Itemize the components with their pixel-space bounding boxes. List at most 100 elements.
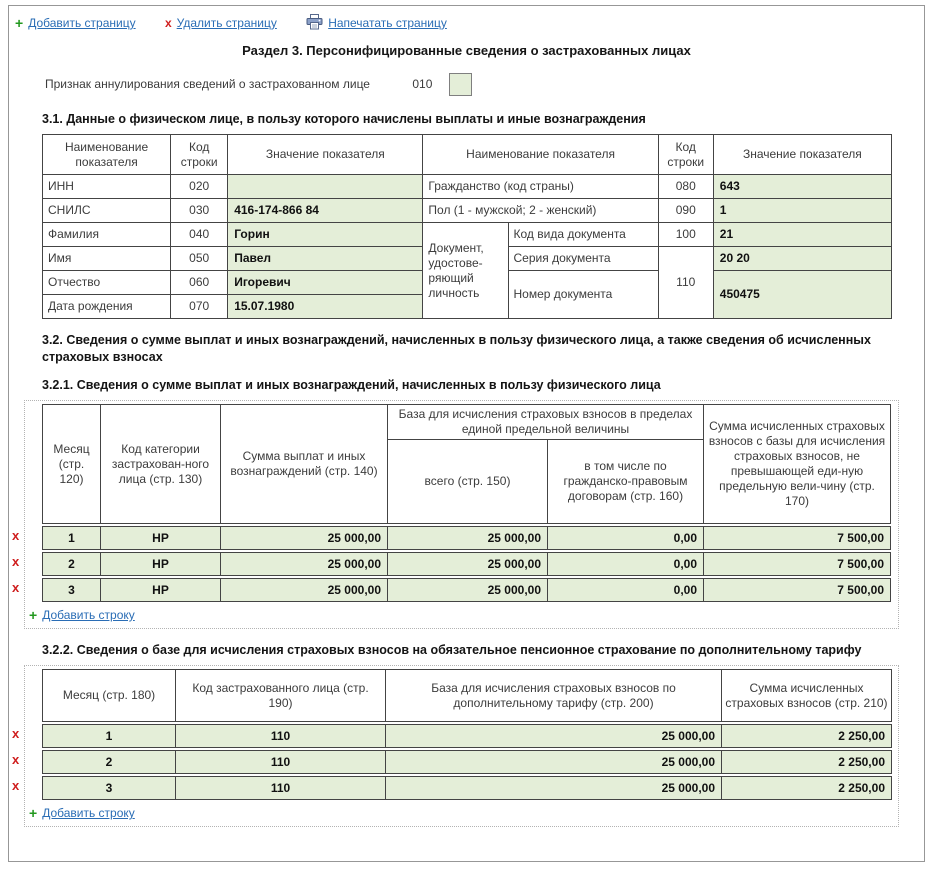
section-3-2-2-heading: 3.2.2. Сведения о базе для исчисления ст… <box>42 643 862 657</box>
col-base-group-header: База для исчисления страховых взносов в … <box>387 404 704 440</box>
doc-kind-code: 100 <box>657 222 714 248</box>
col-value-header: Значение показателя <box>227 134 424 176</box>
base-cell[interactable]: 25 000,00 <box>385 776 722 801</box>
doc-kind-value-field[interactable]: 21 <box>712 222 893 248</box>
add-row-link[interactable]: Добавить строку <box>42 608 135 622</box>
sum-cell[interactable]: 7 500,00 <box>703 526 891 550</box>
plus-icon: + <box>15 15 24 31</box>
base-total-cell[interactable]: 25 000,00 <box>387 552 548 576</box>
doc-kind-label: Код вида документа <box>507 222 659 248</box>
annulment-label: Признак аннулирования сведений о застрах… <box>45 76 370 91</box>
sum-cell[interactable]: 7 500,00 <box>703 552 891 576</box>
delete-row-icon[interactable]: x <box>12 580 20 595</box>
person-data-table: Наименование показателя Код строки Значе… <box>41 134 893 320</box>
add-page-button[interactable]: + Добавить страницу <box>15 15 136 31</box>
col-month-header: Месяц (стр. 180) <box>42 669 176 723</box>
delete-row-icon[interactable]: x <box>12 726 20 742</box>
section-3-1-heading: 3.1. Данные о физическом лице, в пользу … <box>42 112 646 126</box>
table-row: x 1 110 25 000,00 2 250,00 <box>12 724 892 749</box>
doc-series-value-field[interactable]: 20 20 <box>712 246 893 272</box>
col-month-header: Месяц (стр. 120) <box>42 404 101 524</box>
col-sum-header: Сумма исчисленных страховых взносов с ба… <box>703 404 891 524</box>
sum-cell[interactable]: 7 500,00 <box>703 578 891 602</box>
firstname-code: 050 <box>170 246 229 272</box>
delete-row-icon[interactable]: x <box>12 528 20 543</box>
x-icon: x <box>164 16 172 30</box>
table-row: Дата рождения 070 15.07.1980 <box>41 294 892 320</box>
base-total-cell[interactable]: 25 000,00 <box>387 578 548 602</box>
patronymic-value-field[interactable]: Игоревич <box>227 270 424 296</box>
table-row: Имя 050 Павел Серия документа 110 20 20 <box>41 246 893 320</box>
firstname-value-field[interactable]: Павел <box>227 246 424 272</box>
insured-code-cell[interactable]: 110 <box>175 724 386 749</box>
table-row: Фамилия 040 Горин Документ, удостове-ряю… <box>41 222 893 320</box>
citizenship-code: 080 <box>657 174 714 200</box>
table-row: ИНН 020 Гражданство (код страны) 080 643 <box>41 174 893 200</box>
print-page-link[interactable]: Напечатать страницу <box>328 16 447 30</box>
citizenship-value-field[interactable]: 643 <box>712 174 893 200</box>
month-cell[interactable]: 3 <box>42 776 176 801</box>
col-amount-header: Сумма выплат и иных вознаграждений (стр.… <box>220 404 388 524</box>
add-row-button[interactable]: + Добавить строку <box>29 607 891 623</box>
annulment-input[interactable] <box>448 73 472 96</box>
plus-icon: + <box>29 805 38 822</box>
doc-number-code: 110 <box>657 246 714 320</box>
base-gpd-cell[interactable]: 0,00 <box>547 578 704 602</box>
col-sum-header: Сумма исчисленных страховых взносов (стр… <box>721 669 892 723</box>
col-category-header: Код категории застрахован-ного лица (стр… <box>100 404 221 524</box>
col-base-header: База для исчисления страховых взносов по… <box>385 669 722 723</box>
add-row-button[interactable]: + Добавить строку <box>29 805 891 821</box>
snils-value-field[interactable]: 416-174-866 84 <box>227 198 424 224</box>
snils-code: 030 <box>170 198 229 224</box>
delete-row-icon[interactable]: x <box>12 778 20 794</box>
insured-code-cell[interactable]: 110 <box>175 750 386 775</box>
table-row: x 3 110 25 000,00 2 250,00 <box>12 776 892 801</box>
base-total-cell[interactable]: 25 000,00 <box>387 526 548 550</box>
col-base-total-header: всего (стр. 150) <box>387 439 548 524</box>
lastname-value-field[interactable]: Горин <box>227 222 424 248</box>
amount-cell[interactable]: 25 000,00 <box>220 578 388 602</box>
insured-code-cell[interactable]: 110 <box>175 776 386 801</box>
section-3-2-heading: 3.2. Сведения о сумме выплат и иных возн… <box>42 333 871 364</box>
delete-row-icon[interactable]: x <box>12 752 20 768</box>
category-cell[interactable]: НР <box>100 578 221 602</box>
lastname-code: 040 <box>170 222 229 248</box>
sum-cell[interactable]: 2 250,00 <box>721 750 892 775</box>
base-cell[interactable]: 25 000,00 <box>385 724 722 749</box>
month-cell[interactable]: 3 <box>42 578 101 602</box>
doc-number-label: Номер документа <box>507 270 659 320</box>
base-gpd-cell[interactable]: 0,00 <box>547 552 704 576</box>
category-cell[interactable]: НР <box>100 552 221 576</box>
add-page-link[interactable]: Добавить страницу <box>28 16 136 30</box>
delete-page-button[interactable]: x Удалить страницу <box>165 16 277 30</box>
base-cell[interactable]: 25 000,00 <box>385 750 722 775</box>
gender-value-field[interactable]: 1 <box>712 198 893 224</box>
month-cell[interactable]: 2 <box>42 750 176 775</box>
amount-cell[interactable]: 25 000,00 <box>220 552 388 576</box>
month-cell[interactable]: 1 <box>42 724 176 749</box>
col-base-gpd-header: в том числе по гражданско-правовым догов… <box>547 439 704 524</box>
category-cell[interactable]: НР <box>100 526 221 550</box>
birthdate-value-field[interactable]: 15.07.1980 <box>227 294 424 320</box>
add-row-link[interactable]: Добавить строку <box>42 806 135 821</box>
col-value-header-2: Значение показателя <box>712 134 893 176</box>
col-code-header: Код строки <box>170 134 229 176</box>
sum-cell[interactable]: 2 250,00 <box>721 776 892 801</box>
inn-value-field[interactable] <box>227 174 424 200</box>
doc-number-value-field[interactable]: 450475 <box>712 270 893 320</box>
additional-tariff-table-block: Месяц (стр. 180) Код застрахованного лиц… <box>12 665 899 828</box>
col-name-header-2: Наименование показателя <box>422 134 659 176</box>
sum-cell[interactable]: 2 250,00 <box>721 724 892 749</box>
delete-row-icon[interactable]: x <box>12 554 20 569</box>
month-cell[interactable]: 2 <box>42 552 101 576</box>
birthdate-code: 070 <box>170 294 229 320</box>
gender-label: Пол (1 - мужской; 2 - женский) <box>422 198 659 224</box>
base-gpd-cell[interactable]: 0,00 <box>547 526 704 550</box>
amount-cell[interactable]: 25 000,00 <box>220 526 388 550</box>
section-3-2-1-heading: 3.2.1. Сведения о сумме выплат и иных во… <box>42 377 661 392</box>
month-cell[interactable]: 1 <box>42 526 101 550</box>
print-page-button[interactable]: Напечатать страницу <box>306 14 447 30</box>
form-page: + Добавить страницу x Удалить страницу Нап… <box>8 5 925 862</box>
delete-page-link[interactable]: Удалить страницу <box>176 16 277 30</box>
inn-label: ИНН <box>41 174 172 200</box>
